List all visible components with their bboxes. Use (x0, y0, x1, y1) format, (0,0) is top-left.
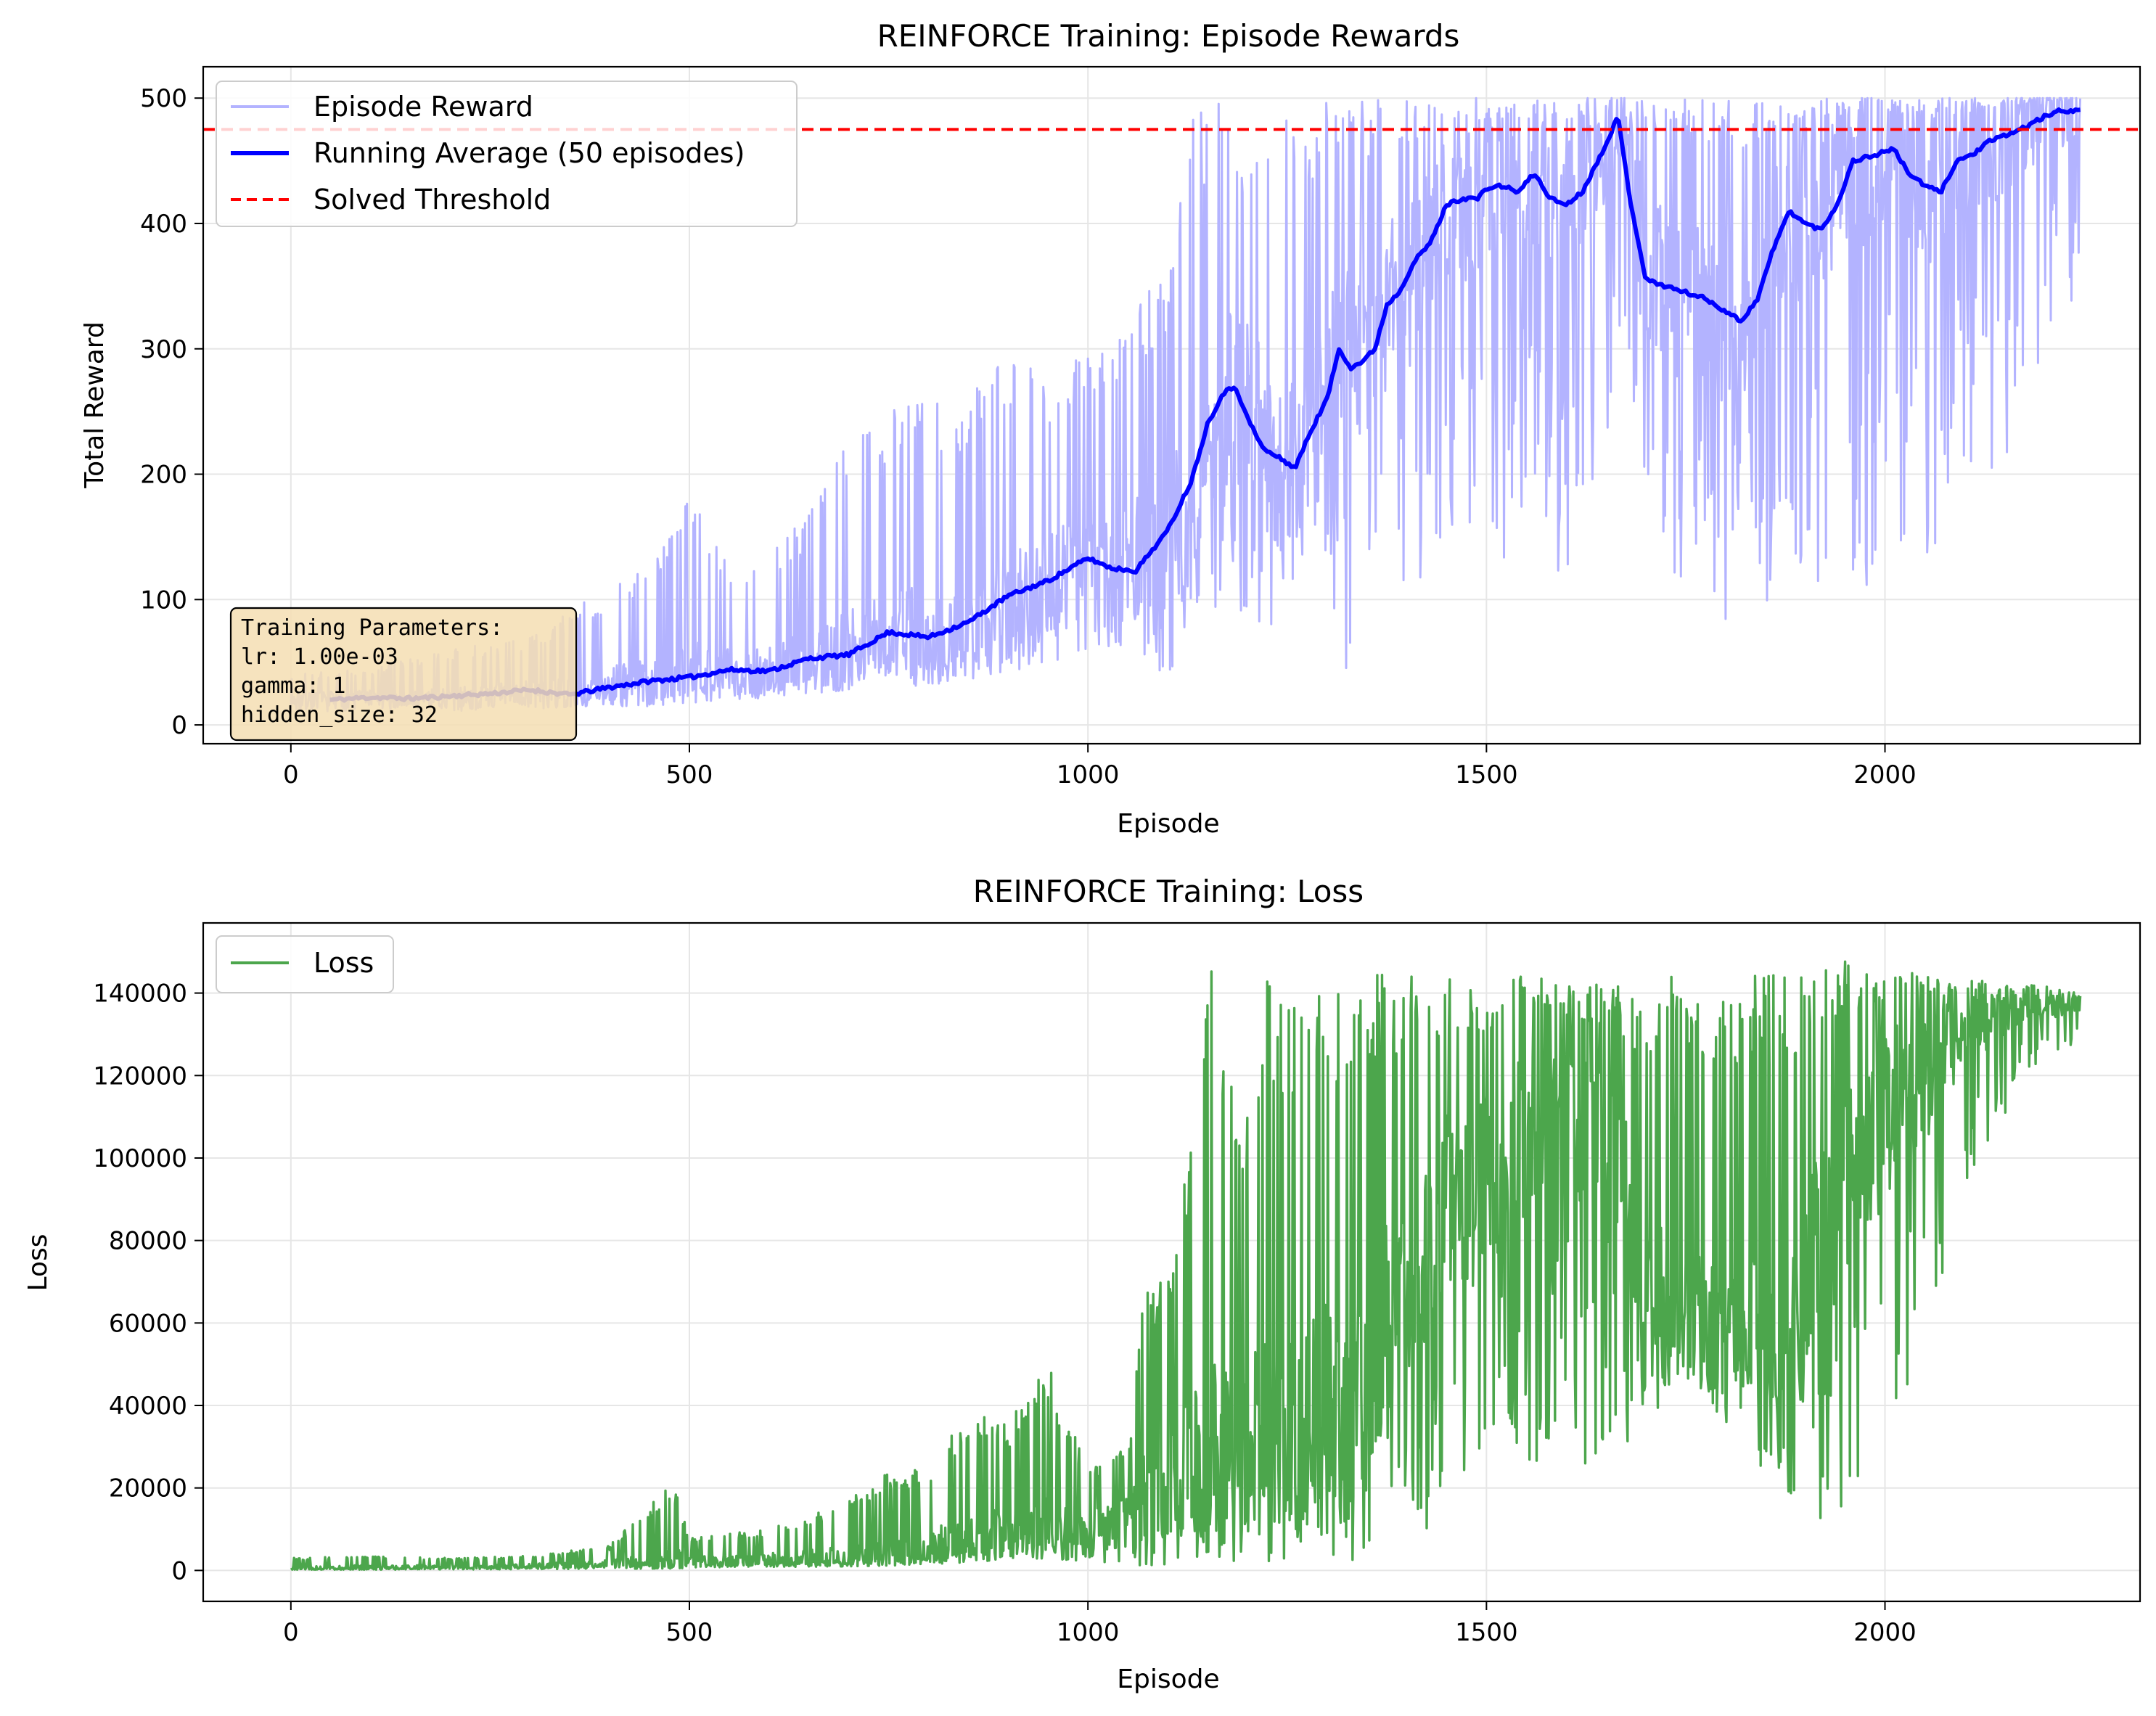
rewards-x-tick-label: 0 (283, 760, 299, 789)
loss-y-tick-label: 80000 (109, 1227, 187, 1256)
loss-legend: Loss (216, 935, 394, 993)
loss-y-tick-label: 120000 (93, 1062, 187, 1091)
loss-x-tick-label: 1500 (1455, 1618, 1518, 1647)
rewards-panel: REINFORCE Training: Episode Rewards 0 500… (80, 18, 2141, 839)
rewards-y-axis-label: Total Reward (80, 321, 110, 489)
rewards-legend-box (216, 81, 798, 227)
rewards-y-tick-label: 200 (140, 461, 187, 490)
loss-y-tick-label: 20000 (109, 1474, 187, 1503)
loss-legend-box (216, 935, 394, 993)
training-parameters-line-1: Training Parameters: (241, 615, 503, 641)
rewards-x-axis-label: Episode (1117, 809, 1219, 839)
loss-chart-title: REINFORCE Training: Loss (973, 874, 1364, 909)
rewards-series (203, 97, 2140, 713)
legend-label-solved-threshold: Solved Threshold (313, 184, 551, 215)
rewards-x-tick-label: 1500 (1455, 760, 1518, 789)
rewards-x-tick-label: 1000 (1057, 760, 1120, 789)
rewards-plot-frame (202, 65, 2141, 745)
training-parameters-line-2: lr: 1.00e-03 (241, 644, 398, 670)
rewards-chart-title: REINFORCE Training: Episode Rewards (877, 18, 1460, 54)
legend-label-running-average: Running Average (50 episodes) (313, 137, 745, 169)
loss-y-axis-label: Loss (23, 1234, 53, 1292)
training-parameters-line-3: gamma: 1 (241, 673, 346, 699)
loss-x-axis-label: Episode (1117, 1664, 1219, 1694)
training-parameters-box: Training Parameters: lr: 1.00e-03 gamma:… (229, 607, 578, 742)
loss-x-tick-label: 1000 (1057, 1618, 1120, 1647)
training-parameters-line-4: hidden_size: 32 (241, 702, 438, 728)
rewards-y-tick-label: 0 (171, 711, 187, 740)
rewards-legend: Episode Reward Running Average (50 episo… (216, 81, 798, 227)
loss-line (290, 960, 2082, 1571)
loss-plot-frame (202, 921, 2141, 1603)
rewards-x-tick-label: 2000 (1853, 760, 1917, 789)
loss-panel: REINFORCE Training: Loss 0 500 1000 1500 200… (23, 874, 2141, 1694)
loss-y-tick-label: 100000 (93, 1144, 187, 1173)
loss-x-tick-label: 500 (666, 1618, 713, 1647)
rewards-y-tick-label: 100 (140, 586, 187, 615)
training-parameters-background (229, 607, 578, 742)
loss-y-tick-label: 60000 (109, 1309, 187, 1338)
loss-series (290, 960, 2082, 1571)
rewards-ticks: 0 500 1000 1500 2000 0 100 200 300 400 500 (140, 84, 1917, 789)
rewards-x-tick-label: 500 (666, 760, 713, 789)
loss-y-tick-label: 140000 (93, 980, 187, 1009)
loss-ticks: 0 500 1000 1500 2000020000400006000080000100… (93, 980, 1917, 1647)
legend-label-episode-reward: Episode Reward (313, 91, 533, 123)
running-average-line (329, 107, 2081, 703)
loss-x-tick-label: 0 (283, 1618, 299, 1647)
rewards-y-tick-label: 300 (140, 335, 187, 364)
rewards-y-tick-label: 400 (140, 210, 187, 239)
loss-y-tick-label: 0 (171, 1556, 187, 1585)
legend-label-loss: Loss (313, 947, 374, 979)
loss-x-tick-label: 2000 (1853, 1618, 1917, 1647)
rewards-y-tick-label: 500 (140, 84, 187, 113)
loss-y-tick-label: 40000 (109, 1392, 187, 1421)
